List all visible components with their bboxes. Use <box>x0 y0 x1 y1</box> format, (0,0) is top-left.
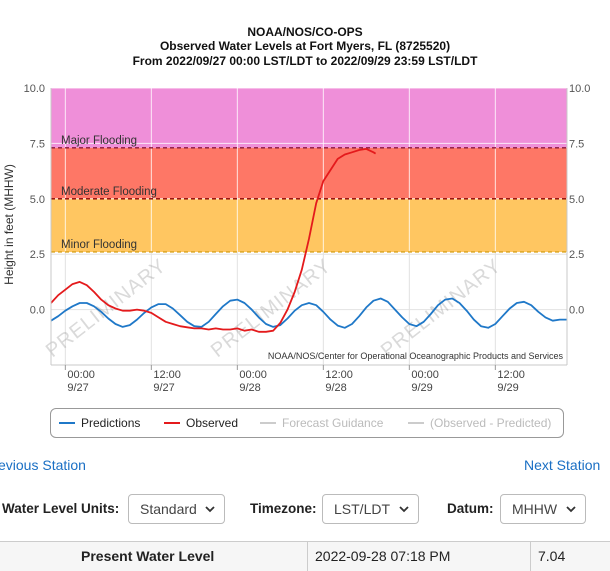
x-tick-label-time: 00:00 <box>67 369 95 381</box>
water-level-units-select[interactable]: Standard <box>128 494 225 524</box>
datum-value: MHHW <box>512 501 558 517</box>
legend-label-observed: Observed <box>186 416 239 430</box>
band-label-moderate-flooding: Moderate Flooding <box>61 186 157 198</box>
legend-swatch-forecast-guidance <box>260 422 276 424</box>
legend-label-predictions: Predictions <box>81 416 141 430</box>
band-major-flooding <box>51 88 567 148</box>
x-tick-label-date: 9/29 <box>497 382 518 394</box>
y-tick-label-right: 0.0 <box>569 305 584 317</box>
legend-swatch-predictions <box>59 422 75 424</box>
series-line-observed <box>50 148 377 333</box>
x-tick-label-time: 12:00 <box>153 369 181 381</box>
chevron-down-icon <box>205 506 215 513</box>
x-tick-label-time: 00:00 <box>411 369 439 381</box>
chart-title-line-2: Observed Water Levels at Fort Myers, FL … <box>159 39 451 53</box>
previous-station-link[interactable]: evious Station <box>0 457 86 473</box>
x-tick-label-time: 12:00 <box>325 369 353 381</box>
legend-item-predictions[interactable]: Predictions <box>59 416 140 430</box>
x-tick-label-date: 9/29 <box>411 382 432 394</box>
water-level-chart: Major Flooding Moderate Flooding Minor Flo… <box>2 83 590 394</box>
chart-title-line-3: From 2022/09/27 00:00 LST/LDT to 2022/09… <box>132 54 478 68</box>
band-moderate-flooding <box>51 147 567 199</box>
chevron-down-icon <box>399 506 409 513</box>
y-tick-label-left: 5.0 <box>30 194 45 206</box>
legend-swatch-observed-minus-predicted <box>408 422 424 424</box>
present-water-level-value: 7.04 <box>538 548 566 564</box>
present-water-level-time: 2022-09-28 07:18 PM <box>315 548 451 564</box>
x-tick-label-date: 9/27 <box>153 382 174 394</box>
datum-label: Datum: <box>447 501 494 516</box>
y-tick-label-right: 5.0 <box>569 194 584 206</box>
next-station-link[interactable]: Next Station <box>524 457 601 473</box>
timezone-value: LST/LDT <box>334 501 391 517</box>
x-tick-label-date: 9/27 <box>67 382 88 394</box>
timezone-select[interactable]: LST/LDT <box>322 494 419 524</box>
present-water-level-label: Present Water Level <box>81 548 215 564</box>
legend-item-observed-minus-predicted[interactable]: (Observed - Predicted) <box>408 416 551 430</box>
y-axis-title: Height in feet (MHHW) <box>2 164 16 285</box>
x-tick-label-time: 00:00 <box>239 369 267 381</box>
band-minor-flooding <box>51 198 567 252</box>
y-tick-label-left: 2.5 <box>30 249 45 261</box>
band-label-major-flooding: Major Flooding <box>61 135 137 147</box>
series-line-predictions <box>50 297 567 329</box>
y-tick-label-left: 0.0 <box>30 305 45 317</box>
chevron-down-icon <box>566 506 576 513</box>
legend-swatch-observed <box>164 422 180 424</box>
present-water-level-row: Present Water Level 2022-09-28 07:18 PM … <box>0 541 610 571</box>
chart-credit: NOAA/NOS/Center for Operational Oceanogr… <box>268 351 564 361</box>
x-tick-label-date: 9/28 <box>325 382 346 394</box>
x-tick-label-time: 12:00 <box>497 369 525 381</box>
chart-title-line-1: NOAA/NOS/CO-OPS <box>247 25 363 39</box>
y-tick-label-left: 10.0 <box>24 83 45 95</box>
water-level-units-label: Water Level Units: <box>2 501 120 516</box>
x-tick-label-date: 9/28 <box>239 382 260 394</box>
water-level-units-value: Standard <box>140 501 197 517</box>
table-divider <box>530 542 531 571</box>
timezone-label: Timezone: <box>250 501 317 516</box>
legend-label-forecast-guidance: Forecast Guidance <box>282 416 384 430</box>
chart-legend: Predictions Observed Forecast Guidance (… <box>50 408 564 438</box>
y-tick-label-left: 7.5 <box>30 138 45 150</box>
y-tick-label-right: 2.5 <box>569 249 584 261</box>
legend-item-forecast-guidance[interactable]: Forecast Guidance <box>260 416 383 430</box>
legend-item-observed[interactable]: Observed <box>164 416 238 430</box>
y-tick-label-right: 10.0 <box>569 83 590 95</box>
datum-select[interactable]: MHHW <box>500 494 586 524</box>
band-label-minor-flooding: Minor Flooding <box>61 239 137 251</box>
table-divider <box>307 542 308 571</box>
legend-label-observed-minus-predicted: (Observed - Predicted) <box>430 416 552 430</box>
y-tick-label-right: 7.5 <box>569 138 584 150</box>
